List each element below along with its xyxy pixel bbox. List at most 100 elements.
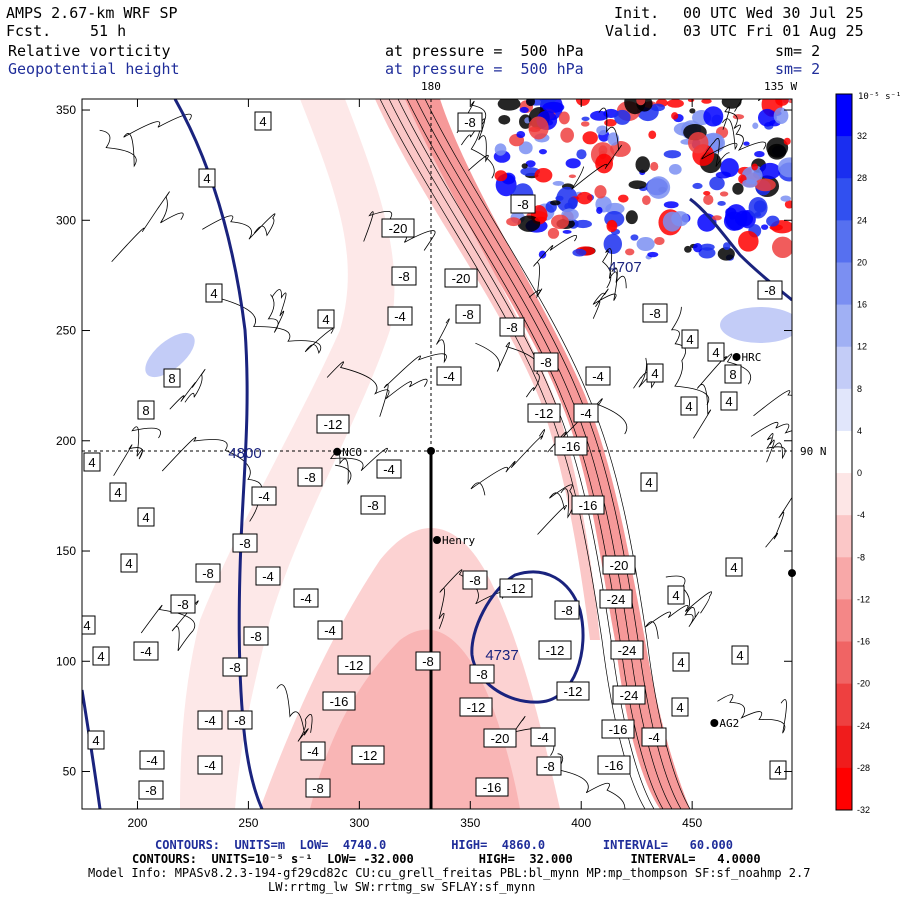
noise-blob <box>604 119 617 127</box>
noise-blob <box>671 211 689 227</box>
noise-blob <box>754 151 765 158</box>
contour-value-label: 4 <box>769 760 787 780</box>
contour-value-label: 4 <box>137 507 155 527</box>
svg-text:-4: -4 <box>204 713 216 728</box>
svg-text:-4: -4 <box>146 753 158 768</box>
vorticity-contour <box>111 191 184 263</box>
svg-text:-24: -24 <box>618 643 637 658</box>
noise-blob <box>628 180 647 190</box>
contour-value-label: 4 <box>707 342 725 362</box>
station-label: NCO <box>342 446 362 459</box>
svg-text:-4: -4 <box>443 369 455 384</box>
noise-blob <box>663 201 679 209</box>
x-tick-label: 350 <box>460 816 480 830</box>
noise-blob <box>742 179 758 188</box>
noise-blob <box>574 219 592 229</box>
svg-text:-16: -16 <box>483 780 502 795</box>
contour-value-label: -24 <box>610 640 644 660</box>
contour-value-label: -8 <box>642 303 668 323</box>
svg-text:4: 4 <box>114 485 121 500</box>
noise-blob <box>580 121 590 127</box>
noise-blob <box>516 130 526 139</box>
svg-text:8: 8 <box>729 367 736 382</box>
svg-text:-12: -12 <box>535 406 554 421</box>
noise-blob <box>738 230 759 252</box>
valid-label: Valid. <box>605 22 660 40</box>
vorticity-contour <box>750 421 792 437</box>
svg-text:4: 4 <box>651 366 658 381</box>
lon-label-135w: 135 W <box>764 80 798 93</box>
noise-blob <box>671 112 679 120</box>
noise-blob <box>576 149 587 160</box>
contour-value-label: -16 <box>475 777 509 797</box>
contour-value-label: -8 <box>297 467 323 487</box>
noise-blob <box>647 251 659 258</box>
station-marker <box>333 447 342 456</box>
colorbar-swatch <box>836 178 852 221</box>
svg-text:-16: -16 <box>609 722 628 737</box>
contour-value-label: -4 <box>317 620 343 640</box>
noise-blob <box>759 162 781 180</box>
noise-blob <box>703 194 714 205</box>
colorbar-swatch <box>836 304 852 348</box>
contour-value-label: 4 <box>646 363 664 383</box>
noise-blob <box>701 99 712 104</box>
colorbar-swatch <box>836 473 852 516</box>
lon-label-180: 180 <box>421 80 441 93</box>
colorbar-swatch <box>836 388 852 432</box>
svg-text:-8: -8 <box>239 536 251 551</box>
vorticity-contour <box>113 426 161 476</box>
contour-value-label: -4 <box>641 727 667 747</box>
footer-contours-vorticity: CONTOURS: UNITS=10⁻⁵ s⁻¹ LOW= -32.000 HI… <box>132 852 761 866</box>
noise-blob <box>687 131 709 154</box>
colorbar-tick-label: -28 <box>857 763 870 773</box>
contour-value-label: -8 <box>536 756 562 776</box>
colorbar-swatch <box>836 262 852 306</box>
contour-value-label: -8 <box>232 533 258 553</box>
svg-text:-12: -12 <box>324 417 343 432</box>
svg-text:-20: -20 <box>610 558 629 573</box>
noise-blob <box>636 237 655 252</box>
noise-blob <box>748 197 768 219</box>
svg-text:8: 8 <box>142 403 149 418</box>
contour-value-label: -4 <box>255 566 281 586</box>
svg-text:4: 4 <box>125 556 132 571</box>
noise-blob <box>542 101 565 113</box>
vorticity-contour <box>276 684 313 742</box>
y-tick-label: 50 <box>63 765 77 779</box>
height-contour-4800-left <box>82 689 102 809</box>
axis-ticks: 200 250 300 350 400 450 50 100 150 200 250 300 350 <box>56 99 792 830</box>
noise-blob <box>528 116 549 140</box>
vorticity-contour <box>765 496 792 548</box>
contour-value-label: -4 <box>293 588 319 608</box>
noise-blob <box>635 156 650 173</box>
noise-blob <box>614 109 631 125</box>
left-band-pink <box>180 99 395 809</box>
noise-blob <box>767 143 787 160</box>
noise-blob <box>567 197 578 209</box>
noise-blob <box>743 141 750 146</box>
svg-text:-8: -8 <box>304 470 316 485</box>
footer-model-info: Model Info: MPASv8.2.3-194-gf29cd82c CU:… <box>88 866 811 880</box>
noise-blob <box>576 191 593 205</box>
noise-blob <box>650 103 665 112</box>
contour-value-label: -8 <box>554 600 580 620</box>
station-label: HRC <box>742 351 762 364</box>
x-tick-label: 400 <box>571 816 591 830</box>
contour-value-label: -16 <box>597 755 631 775</box>
svg-text:4: 4 <box>203 171 210 186</box>
svg-text:-16: -16 <box>579 498 598 513</box>
contour-value-label: -20 <box>444 268 478 288</box>
svg-text:-4: -4 <box>307 744 319 759</box>
y-tick-label: 350 <box>56 103 76 117</box>
y-tick-label: 100 <box>56 654 76 668</box>
contour-value-label: -8 <box>360 495 386 515</box>
svg-text:4: 4 <box>83 618 90 633</box>
field1-name: Relative vorticity <box>8 42 171 60</box>
contour-value-label: 4 <box>680 396 698 416</box>
svg-text:-12: -12 <box>564 684 583 699</box>
init-value: 00 UTC Wed 30 Jul 25 <box>683 4 864 22</box>
colorbar-tick-label: 16 <box>857 300 867 310</box>
svg-text:-8: -8 <box>464 115 476 130</box>
svg-text:-8: -8 <box>517 197 529 212</box>
